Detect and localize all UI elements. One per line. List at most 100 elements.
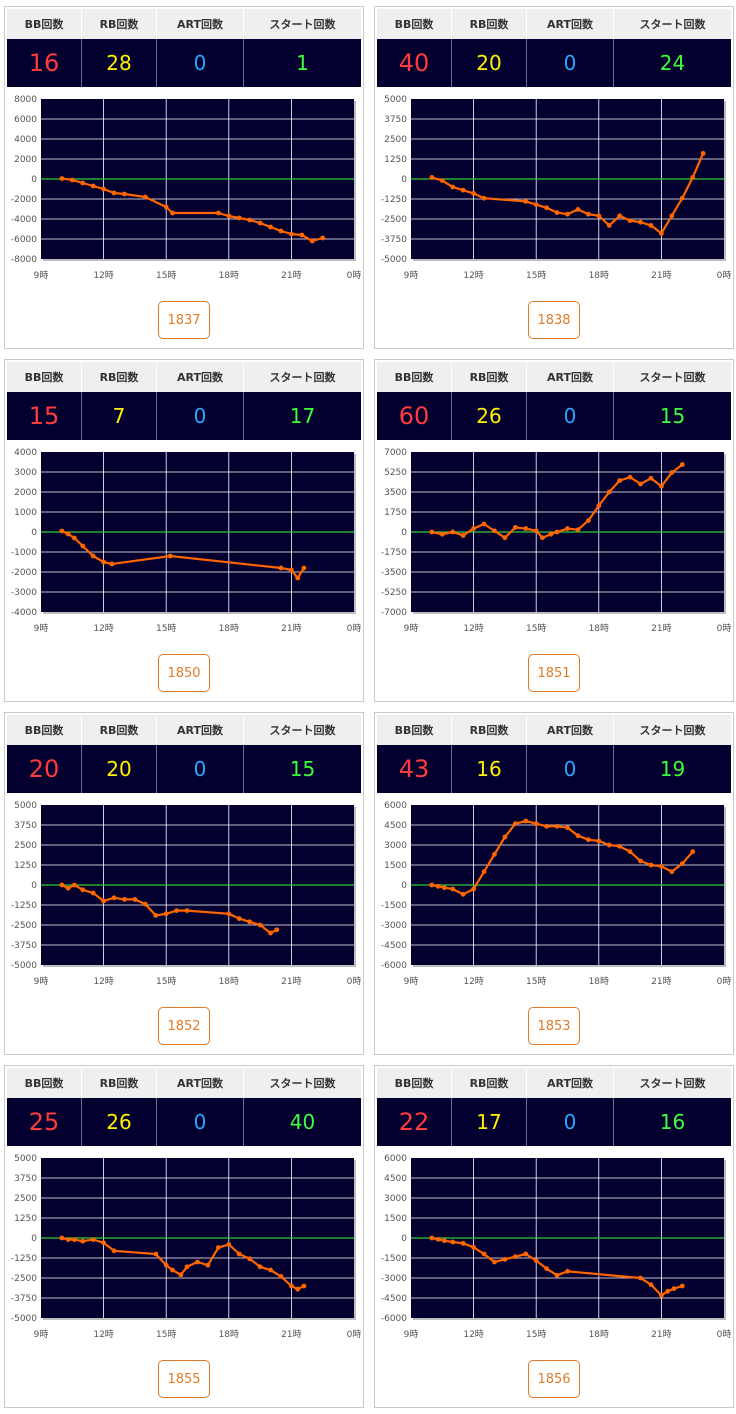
data-point <box>669 470 675 475</box>
data-point <box>71 535 77 541</box>
y-tick-label: 5000 <box>14 1154 37 1164</box>
machine-card: BB回数 RB回数 ART回数 スタート回数 25 26 0 40 5000 37… <box>4 1065 364 1408</box>
data-point <box>544 205 550 211</box>
machine-card: BB回数 RB回数 ART回数 スタート回数 20 20 0 15 5000 37… <box>4 712 364 1055</box>
data-point <box>627 849 633 855</box>
data-point <box>111 190 117 196</box>
data-point <box>309 238 315 244</box>
data-point <box>471 886 476 892</box>
data-point <box>554 1272 560 1278</box>
data-point <box>226 911 232 917</box>
y-tick-label: -5250 <box>381 588 407 598</box>
data-point <box>450 886 456 892</box>
machine-number-button[interactable]: 1853 <box>528 1007 580 1045</box>
data-point <box>481 1251 487 1257</box>
start-header: スタート回数 <box>639 18 706 31</box>
data-point <box>659 863 664 869</box>
x-tick-label: 9時 <box>34 270 49 281</box>
start-count: 19 <box>659 757 686 781</box>
data-point <box>585 211 591 217</box>
machine-number-button[interactable]: 1852 <box>158 1007 210 1045</box>
y-tick-label: 7000 <box>384 448 407 458</box>
data-point <box>606 489 612 495</box>
data-point <box>167 553 173 559</box>
data-point <box>659 231 664 236</box>
y-tick-label: 1500 <box>384 861 407 871</box>
data-point <box>617 213 623 219</box>
art-count: 0 <box>527 39 614 87</box>
data-point <box>435 1236 441 1242</box>
data-point <box>429 882 435 888</box>
data-point <box>174 908 180 913</box>
data-point <box>71 882 77 888</box>
data-point <box>101 1240 106 1246</box>
x-tick-label: 0時 <box>347 1329 362 1340</box>
data-point <box>554 529 560 535</box>
y-tick-label: 1250 <box>384 155 407 165</box>
bb-header: BB回数 <box>7 362 82 392</box>
x-tick-label: 15時 <box>526 623 546 634</box>
y-tick-label: 1250 <box>14 1214 37 1224</box>
data-point <box>659 483 664 489</box>
machine-number-button[interactable]: 1837 <box>158 301 210 339</box>
bb-count: 20 <box>7 745 82 793</box>
data-point <box>533 528 539 534</box>
payout-chart: 5000 3750 2500 1250 0 -1250 -2500 -3750 -5000 9時 1… <box>11 801 362 987</box>
data-point <box>59 528 65 534</box>
data-point <box>492 528 497 534</box>
data-point <box>606 223 612 228</box>
y-tick-label: 4500 <box>384 1174 407 1184</box>
bb-header: BB回数 <box>377 715 452 745</box>
y-tick-label: -4000 <box>11 608 37 618</box>
data-point <box>450 529 456 535</box>
data-point <box>481 195 487 201</box>
y-tick-label: -3750 <box>11 1294 37 1304</box>
art-header: ART回数 <box>527 9 614 39</box>
rb-header: RB回数 <box>452 715 527 745</box>
data-point <box>247 1256 253 1262</box>
machine-number-button[interactable]: 1856 <box>528 1360 580 1398</box>
machine-number-button[interactable]: 1850 <box>158 654 210 692</box>
data-point <box>565 211 570 217</box>
payout-chart: 6000 4500 3000 1500 0 -1500 -3000 -4500 -6000 9時 1… <box>381 1154 732 1340</box>
data-point <box>65 1237 71 1242</box>
x-tick-label: 18時 <box>219 270 239 281</box>
x-tick-label: 9時 <box>34 623 49 634</box>
data-point <box>71 1237 77 1242</box>
data-point <box>69 177 75 183</box>
data-point <box>575 833 581 839</box>
x-tick-label: 18時 <box>219 1329 239 1340</box>
data-point <box>278 1274 284 1279</box>
data-point <box>90 553 96 559</box>
y-tick-label: 4000 <box>14 135 37 145</box>
x-tick-label: 18時 <box>219 976 239 987</box>
art-count: 0 <box>157 1098 244 1146</box>
data-point <box>90 1237 96 1242</box>
machine-card: BB回数 RB回数 ART回数 スタート回数 60 26 0 15 7000 52… <box>374 359 734 702</box>
data-point <box>268 1267 273 1273</box>
machine-number-button[interactable]: 1855 <box>158 1360 210 1398</box>
stats-value-row: 25 26 0 40 <box>7 1098 361 1146</box>
payout-chart: 5000 3750 2500 1250 0 -1250 -2500 -3750 -5000 9時 1… <box>11 1154 362 1340</box>
data-point <box>101 559 106 565</box>
data-point <box>523 818 529 824</box>
data-point <box>606 842 612 848</box>
x-tick-label: 0時 <box>717 976 732 987</box>
data-point <box>627 218 633 223</box>
y-tick-label: 2500 <box>384 135 407 145</box>
x-tick-label: 0時 <box>717 270 732 281</box>
machine-number-button[interactable]: 1851 <box>528 654 580 692</box>
art-header: ART回数 <box>527 715 614 745</box>
y-tick-label: 3750 <box>14 1174 37 1184</box>
machine-number-button[interactable]: 1838 <box>528 301 580 339</box>
data-point <box>540 535 545 541</box>
data-point <box>617 478 623 483</box>
data-point <box>178 1272 184 1278</box>
data-point <box>236 1251 242 1257</box>
data-point <box>700 151 706 156</box>
bb-count: 25 <box>7 1098 82 1146</box>
start-header: スタート回数 <box>639 724 706 737</box>
data-point <box>184 908 190 913</box>
bb-header: BB回数 <box>377 362 452 392</box>
rb-header: RB回数 <box>452 9 527 39</box>
